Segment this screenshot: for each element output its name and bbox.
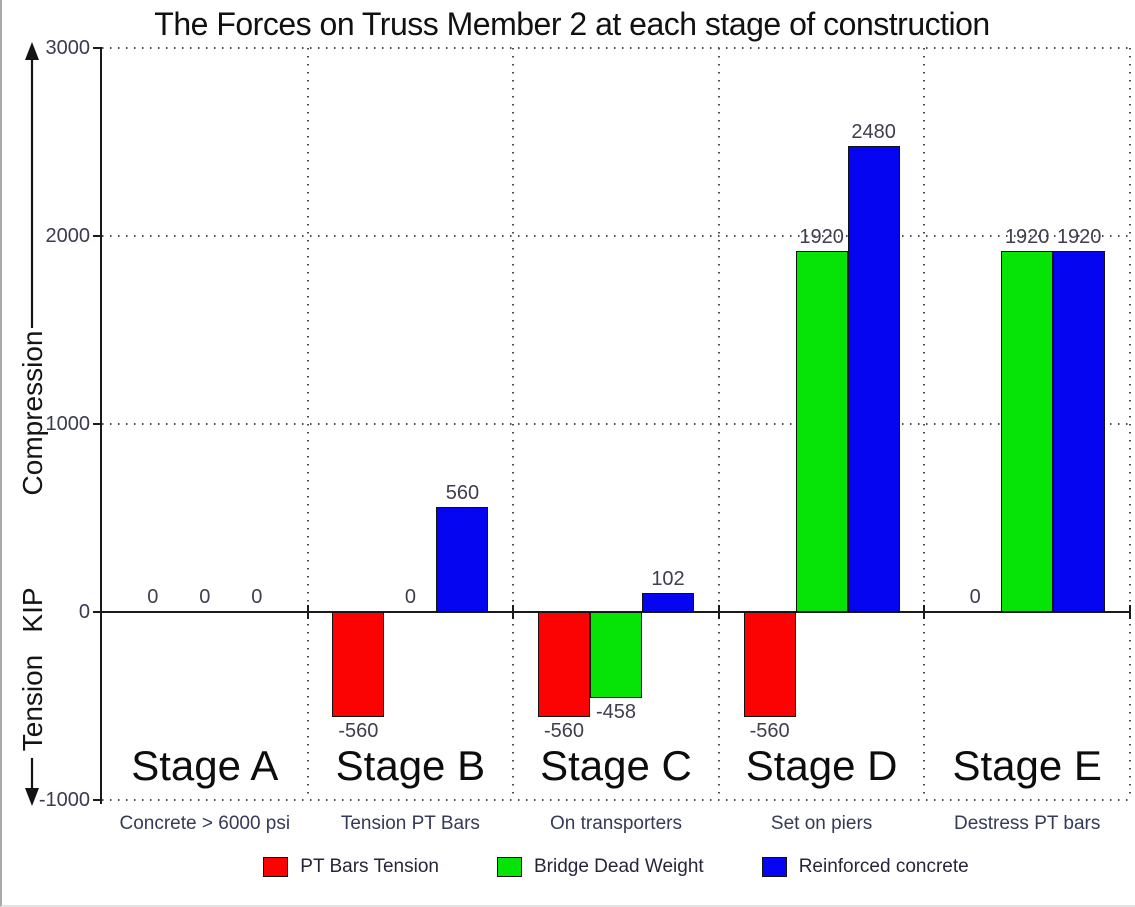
bar-value-label: 102 xyxy=(651,567,685,590)
y-axis-tick xyxy=(93,423,102,425)
bar-value-label: -560 xyxy=(749,720,790,743)
category-sublabel: Destress PT bars xyxy=(953,813,1101,834)
zero-line-tick xyxy=(1129,605,1131,619)
y-axis-label-tension: Tension xyxy=(17,654,48,752)
legend-item: Reinforced concrete xyxy=(761,856,969,878)
plot-area: 3000 2000 1000 0 -1000 0 0 0 Stage A Concrete > 6… xyxy=(39,37,1131,834)
gridline-horizontal xyxy=(102,799,1130,801)
stage-label: Stage B xyxy=(335,742,486,789)
zero-line-tick xyxy=(923,605,926,619)
chart-title: The Forces on Truss Member 2 at each sta… xyxy=(154,6,990,42)
gridline-vertical xyxy=(306,48,309,800)
bar-value-label: 0 xyxy=(251,586,263,608)
legend-swatch-icon xyxy=(761,857,787,877)
legend-item: Bridge Dead Weight xyxy=(496,856,704,878)
bar-value-label: 1920 xyxy=(1056,226,1102,249)
legend-swatch-icon xyxy=(263,857,289,877)
y-axis-tick xyxy=(93,235,102,237)
compression-up-arrow-icon xyxy=(25,42,39,328)
y-axis-tick-label: -1000 xyxy=(38,789,90,811)
bar-value-label: 2480 xyxy=(851,120,896,143)
bar-reinforced-concrete xyxy=(847,145,900,612)
y-axis-tick xyxy=(93,799,102,801)
bar-pt-bars-tension xyxy=(743,612,796,718)
gridline-horizontal xyxy=(102,47,1130,49)
category-sublabel: Set on piers xyxy=(770,813,873,834)
y-axis-tick xyxy=(93,611,102,613)
gridline-vertical xyxy=(512,48,515,800)
gridline-vertical xyxy=(1129,48,1131,800)
bar-bridge-dead-weight xyxy=(795,251,848,612)
stage-label: Stage C xyxy=(540,742,692,789)
gridline-vertical xyxy=(923,48,926,800)
bar-reinforced-concrete xyxy=(642,592,694,612)
bar-value-label: 0 xyxy=(147,586,159,608)
y-axis-tick-label: 0 xyxy=(78,601,90,623)
bar-value-label: -458 xyxy=(595,701,637,724)
bar-value-label: 0 xyxy=(404,586,416,608)
category-sublabel: Concrete > 6000 psi xyxy=(119,813,291,834)
bar-reinforced-concrete xyxy=(436,506,489,612)
bar-value-label: -560 xyxy=(338,720,379,743)
category-sublabel: On transporters xyxy=(549,813,682,834)
gridline-horizontal xyxy=(102,235,1130,237)
y-axis-tick-label: 1000 xyxy=(45,413,91,435)
gridline-vertical xyxy=(717,48,720,800)
category-sublabel: Tension PT Bars xyxy=(340,813,480,834)
zero-line-tick xyxy=(306,605,309,619)
legend-label: Bridge Dead Weight xyxy=(533,856,704,877)
bar-value-label: 0 xyxy=(199,586,211,608)
gridline-horizontal xyxy=(102,423,1130,425)
bar-value-label: 1920 xyxy=(1004,226,1050,249)
zero-line-tick xyxy=(512,605,515,619)
chart-legend: PT Bars Tension Bridge Dead Weight Reinfor… xyxy=(102,856,1130,878)
stage-label: Stage E xyxy=(952,742,1102,789)
tension-down-arrow-icon xyxy=(25,758,39,806)
y-axis-tick-label: 2000 xyxy=(45,225,91,247)
bar-value-label: -560 xyxy=(543,720,585,743)
bar-pt-bars-tension xyxy=(332,612,385,718)
y-axis-line xyxy=(100,48,102,804)
stage-label: Stage D xyxy=(745,742,898,789)
zero-line-tick xyxy=(717,605,720,619)
bar-value-label: 0 xyxy=(969,586,981,608)
stage-label: Stage A xyxy=(131,742,279,789)
legend-label: PT Bars Tension xyxy=(300,856,439,877)
y-axis-tick xyxy=(93,47,102,49)
bar-reinforced-concrete xyxy=(1053,251,1106,612)
bar-value-label: 560 xyxy=(445,481,480,504)
legend-label: Reinforced concrete xyxy=(798,856,969,877)
y-axis-tick-label: 3000 xyxy=(45,37,91,59)
bar-value-label: 1920 xyxy=(799,226,844,249)
bar-bridge-dead-weight xyxy=(590,612,642,699)
legend-swatch-icon xyxy=(496,857,522,877)
bar-pt-bars-tension xyxy=(538,612,590,718)
legend-item: PT Bars Tension xyxy=(263,856,439,878)
bar-bridge-dead-weight xyxy=(1001,251,1054,612)
